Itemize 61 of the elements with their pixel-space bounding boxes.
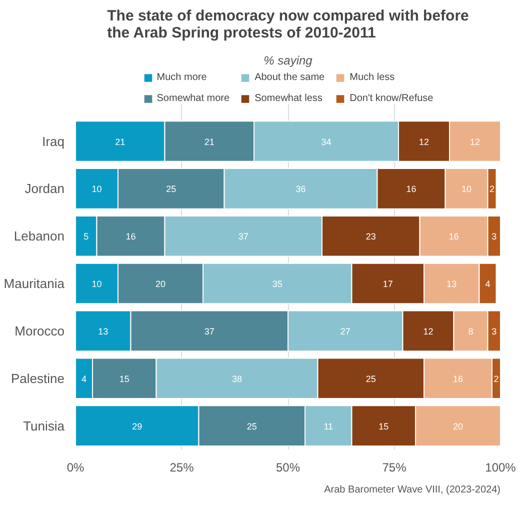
data-label: 8 bbox=[468, 326, 474, 336]
x-tick-label: 50% bbox=[276, 460, 300, 474]
data-label: 10 bbox=[92, 279, 102, 290]
y-tick-label: Iraq bbox=[42, 134, 65, 149]
x-tick-label: 100% bbox=[485, 460, 516, 474]
data-label: 3 bbox=[492, 232, 497, 242]
y-tick-label: Mauritania bbox=[4, 276, 66, 292]
data-label: 23 bbox=[366, 232, 376, 242]
data-label: 13 bbox=[98, 326, 108, 336]
legend-label: Much more bbox=[156, 72, 207, 83]
data-label: 2 bbox=[494, 374, 499, 384]
data-label: 34 bbox=[321, 136, 332, 147]
data-label: 37 bbox=[204, 326, 214, 336]
data-label: 17 bbox=[382, 279, 393, 290]
data-label: 12 bbox=[470, 136, 480, 147]
legend-label: Somewhat more bbox=[156, 93, 230, 104]
text: Arab Barometer Wave VIII, (2023-2024) bbox=[324, 484, 501, 496]
y-tick-label: Lebanon bbox=[14, 228, 65, 244]
data-label: 37 bbox=[238, 232, 248, 242]
y-tick-label: Jordan bbox=[24, 181, 64, 196]
data-label: 25 bbox=[366, 374, 376, 384]
data-label: 4 bbox=[485, 279, 490, 290]
data-label: 3 bbox=[492, 326, 497, 336]
x-tick-label: 25% bbox=[170, 460, 194, 474]
y-tick-label: Tunisia bbox=[23, 418, 66, 434]
data-label: 12 bbox=[418, 136, 430, 147]
data-label: 10 bbox=[461, 184, 472, 194]
data-label: 5 bbox=[84, 232, 89, 242]
chart-title: The state of democracy now compared with before the Arab Spring protests of 2010-2011 bbox=[107, 8, 469, 42]
data-label: 4 bbox=[81, 374, 87, 384]
data-label: 29 bbox=[132, 421, 142, 432]
data-label: 20 bbox=[452, 421, 464, 432]
data-label: 15 bbox=[119, 374, 130, 384]
legend-label: Don't know/Refuse bbox=[350, 93, 434, 104]
data-label: 16 bbox=[452, 374, 464, 384]
legend-label: Much less bbox=[350, 72, 395, 83]
legend-label: Somewhat less bbox=[254, 93, 322, 104]
x-tick-label: 75% bbox=[382, 460, 407, 474]
data-label: 38 bbox=[232, 374, 242, 384]
data-label: 27 bbox=[340, 326, 350, 336]
data-label: 11 bbox=[324, 421, 334, 432]
data-label: 25 bbox=[246, 421, 257, 432]
data-label: 13 bbox=[446, 279, 457, 290]
data-label: 21 bbox=[204, 136, 214, 147]
y-tick-label: Morocco bbox=[14, 323, 65, 338]
data-label: 25 bbox=[166, 184, 176, 194]
data-label: 12 bbox=[423, 326, 434, 336]
chart-subtitle: % saying bbox=[264, 54, 313, 68]
data-label: 16 bbox=[126, 232, 136, 242]
legend-label: About the same bbox=[254, 72, 325, 83]
data-label: 36 bbox=[296, 184, 306, 194]
data-label: 15 bbox=[378, 421, 389, 432]
data-label: 16 bbox=[448, 232, 459, 242]
data-label: 21 bbox=[115, 136, 126, 147]
data-label: 2 bbox=[489, 184, 495, 194]
data-label: 16 bbox=[406, 184, 416, 194]
data-label: 35 bbox=[272, 279, 282, 290]
y-tick-label: Palestine bbox=[11, 370, 65, 386]
data-label: 10 bbox=[92, 184, 102, 194]
x-tick-label: 0% bbox=[66, 460, 84, 474]
data-label: 20 bbox=[155, 279, 166, 290]
